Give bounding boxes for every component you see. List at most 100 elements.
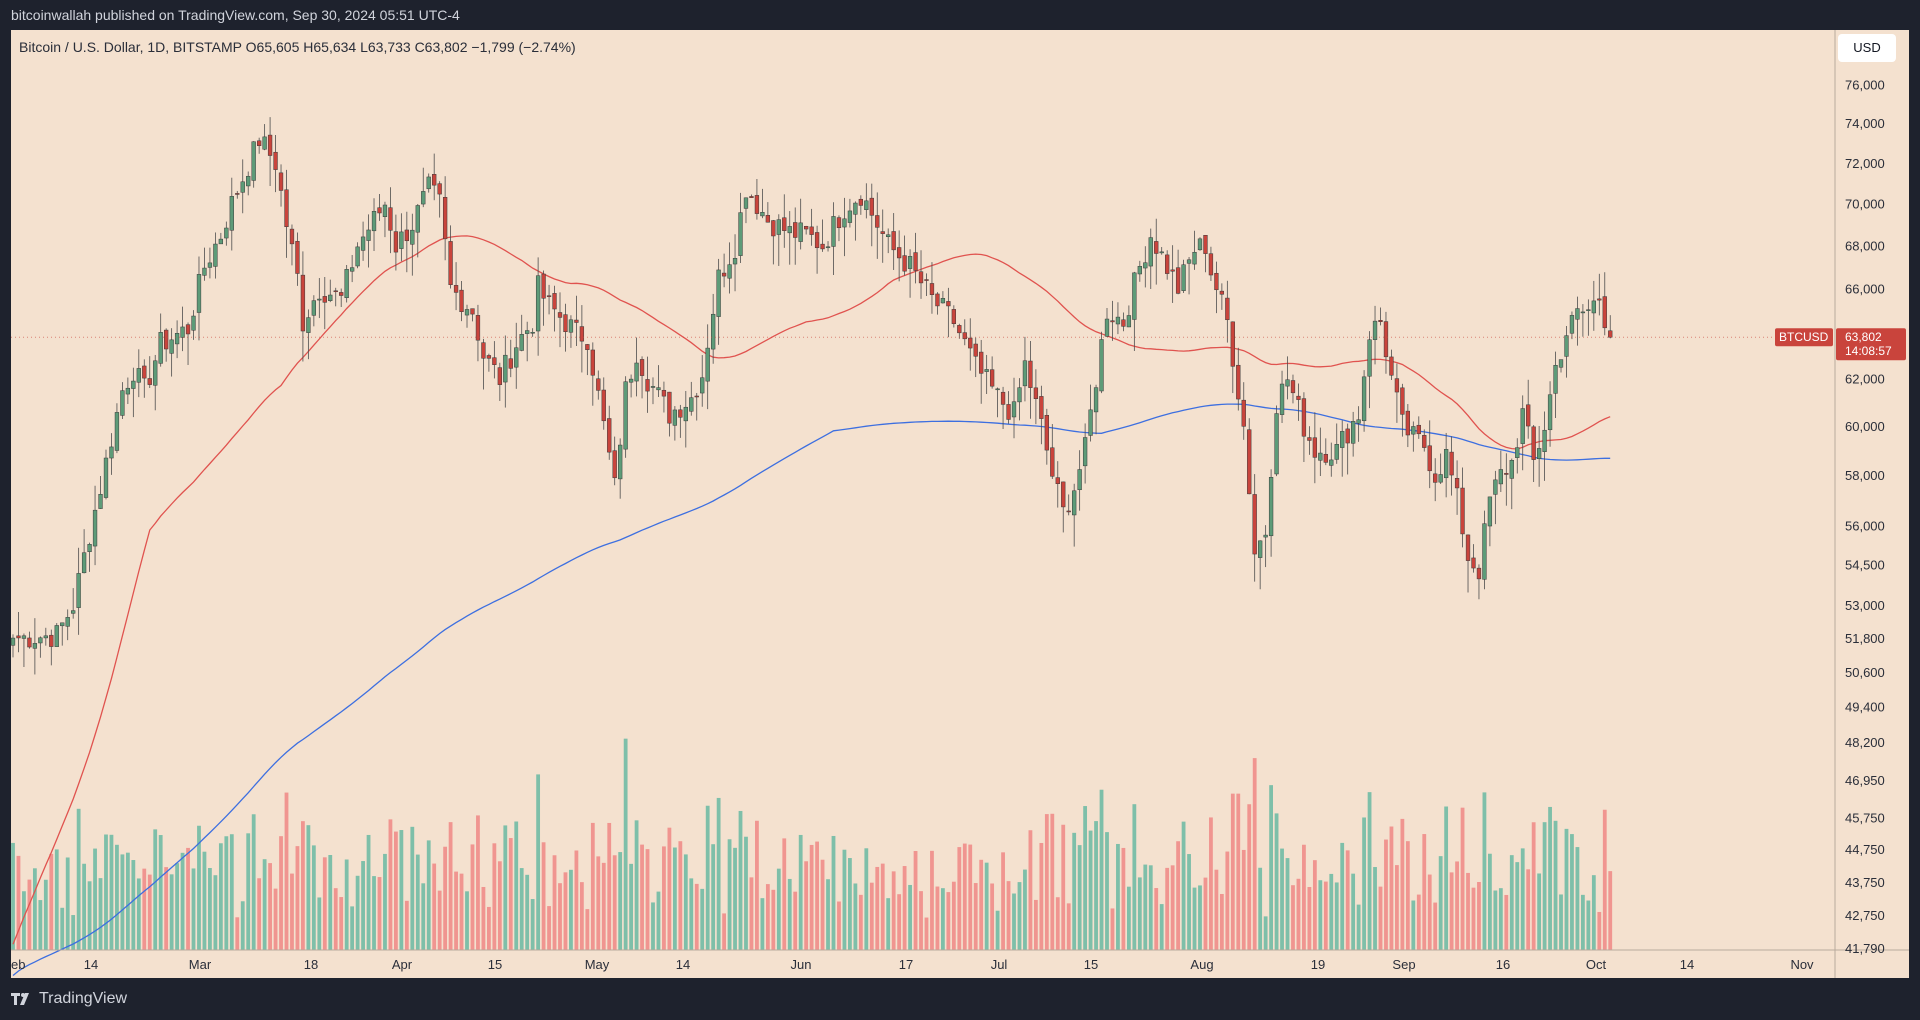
candle-body [929,283,935,295]
candle-body [1449,451,1454,476]
candle-body [804,226,809,230]
volume-bar [251,814,256,950]
candle-body [896,247,902,259]
candle-body [136,368,141,383]
volume-bar [1252,758,1257,950]
candle-body [54,625,59,647]
candle-body [1290,380,1296,394]
chart-panel[interactable]: 76,00074,00072,00070,00068,00066,00064,0… [11,30,1909,978]
candle-body [38,637,43,644]
volume-bar [744,836,748,950]
volume-bar [1422,834,1427,950]
candle-body [1285,379,1290,387]
candle-body [869,197,874,216]
currency-button[interactable]: USD [1838,34,1896,62]
volume-bar [284,792,289,950]
candle-body [295,241,300,274]
price-chart[interactable]: 76,00074,00072,00070,00068,00066,00064,0… [11,30,1909,978]
candle-body [667,391,672,424]
candle-body [344,269,349,299]
candle-body [1575,308,1580,320]
volume-bar [645,849,650,950]
volume-bar [651,902,655,950]
y-tick-label: 49,400 [1845,700,1885,715]
candle-body [1558,359,1564,368]
volume-bar [804,861,809,950]
volume-bar [1001,852,1005,950]
volume-bar [590,822,595,950]
volume-bar [1334,882,1339,950]
candle-body [787,226,792,234]
candle-body [1143,262,1148,269]
candle-body [798,222,803,242]
candle-body [278,172,284,191]
candle-body [142,365,147,379]
candle-body [820,243,825,250]
volume-bar [837,901,841,950]
candle-body [557,312,563,318]
volume-bar [864,848,869,950]
volume-bar [640,844,644,950]
candle-body [224,227,229,239]
candle-body [399,231,404,249]
candle-body [114,412,120,451]
volume-bar [908,884,912,950]
volume-bar [180,852,185,950]
volume-bar [388,819,393,950]
volume-bar [749,877,754,950]
volume-bar [410,826,415,950]
volume-bar [656,891,661,950]
volume-bar [738,810,743,950]
volume-bar [552,855,557,950]
candle-body [1066,510,1071,513]
candle-body [585,344,590,350]
x-tick-label: May [585,957,610,972]
candle-body [935,293,940,307]
volume-bar [1482,792,1487,950]
volume-bar [525,874,530,950]
candle-body [349,267,355,272]
candle-body [339,292,344,296]
volume-bar [344,859,349,950]
candle-body [1072,490,1077,516]
volume-bar [465,891,469,950]
volume-bar [1498,888,1503,950]
volume-bar [1307,886,1312,950]
candle-body [1252,494,1257,555]
volume-bar [169,874,174,950]
candle-body [410,229,415,245]
volume-bar [1137,877,1142,950]
x-tick-label: Jul [991,957,1008,972]
volume-bar [678,841,683,950]
volume-bar [1580,894,1585,950]
candle-body [1526,404,1531,427]
candle-body [1093,387,1099,413]
candle-body [1165,254,1170,274]
x-tick-label: 19 [1311,957,1325,972]
volume-bar [109,834,114,950]
volume-bar [268,863,272,950]
candle-body [989,369,995,387]
candle-body [98,494,103,509]
candle-body [240,181,245,193]
volume-bar [1400,818,1405,950]
volume-bar [208,868,212,950]
volume-bar [1427,874,1432,950]
volume-bar [1378,886,1383,950]
x-tick-label: Mar [189,957,212,972]
tradingview-logo[interactable]: TradingView [11,990,127,1008]
volume-bar [43,879,48,950]
candle-body [924,279,929,281]
candle-body [1082,437,1088,467]
volume-bar [1323,881,1328,950]
candle-body [1580,311,1586,314]
volume-bar [1466,872,1470,950]
candle-body [618,444,623,480]
candle-body [546,295,552,297]
volume-bar [301,821,305,950]
candle-body [16,635,21,639]
candle-body [202,267,207,276]
volume-bar [1241,849,1246,950]
volume-bar [317,897,322,950]
candle-body [1443,449,1449,479]
